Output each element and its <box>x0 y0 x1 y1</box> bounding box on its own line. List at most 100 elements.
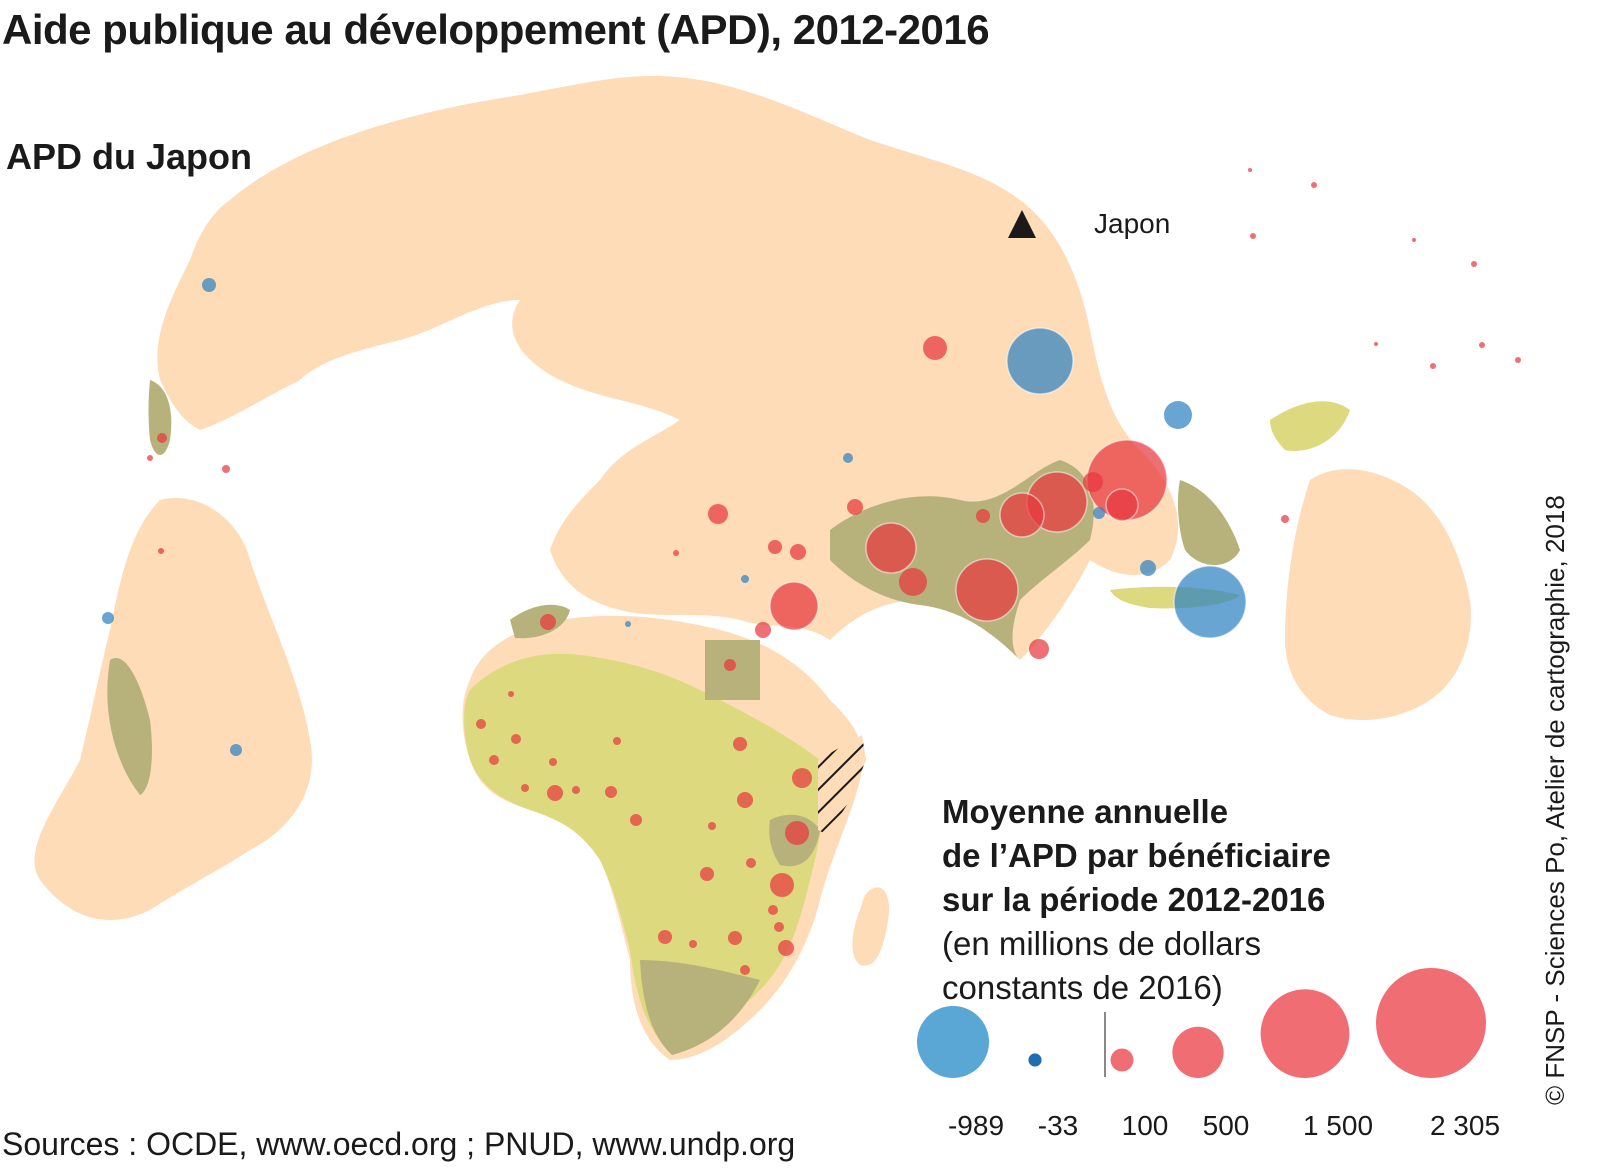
aid-bubble-16 <box>755 622 771 638</box>
recipient-regions <box>107 380 1350 1055</box>
madagascar <box>852 887 890 966</box>
aid-bubble-34 <box>737 792 753 808</box>
aid-bubble-50 <box>613 737 621 745</box>
aid-bubble-62 <box>1479 342 1485 348</box>
aid-bubble-39 <box>700 867 714 881</box>
africa-recipients <box>464 653 825 1050</box>
hatched-zone <box>818 735 866 835</box>
aid-bubble-47 <box>521 784 529 792</box>
legend-value-5: 2 305 <box>1429 1110 1501 1141</box>
aid-bubble-60 <box>508 691 514 697</box>
aid-bubble-68 <box>1250 233 1256 239</box>
aid-bubble-31 <box>785 821 809 845</box>
aid-bubble-33 <box>792 768 812 788</box>
aid-bubble-14 <box>768 540 782 554</box>
legend-circle-0 <box>916 1005 990 1078</box>
credit-note: © FNSP - Sciences Po, Atelier de cartogr… <box>1540 495 1570 1105</box>
aid-bubble-40 <box>658 930 672 944</box>
aid-bubble-48 <box>549 758 557 766</box>
legend-title-line-1: Moyenne annuelle <box>942 793 1229 830</box>
aid-bubble-4 <box>1083 472 1103 492</box>
legend-value-3: 500 <box>1202 1110 1250 1141</box>
donor-label: Japon <box>1094 208 1171 239</box>
aid-bubble-20 <box>1006 327 1074 395</box>
japan-donor-marker <box>1008 210 1036 238</box>
aid-bubble-56 <box>157 433 167 443</box>
legend-circle-3 <box>1172 1026 1224 1078</box>
legend-title: Moyenne annuelle de l’APD par bénéficiai… <box>942 790 1331 1010</box>
sources-note: Sources : OCDE, www.oecd.org ; PNUD, www… <box>2 1126 796 1162</box>
legend-value-0: -989 <box>947 1110 1005 1141</box>
aid-bubble-17 <box>540 614 556 630</box>
page-title: Aide publique au développement (APD), 20… <box>2 6 990 53</box>
aid-bubble-38 <box>728 931 742 945</box>
aid-bubble-8 <box>769 581 819 631</box>
aid-bubble-18 <box>724 659 736 671</box>
aid-bubble-2 <box>999 492 1045 538</box>
south-africa-region <box>640 960 760 1055</box>
aid-bubble-10 <box>923 336 947 360</box>
aid-bubble-21 <box>1173 565 1247 639</box>
aid-bubble-51 <box>708 822 716 830</box>
aid-bubble-44 <box>511 734 521 744</box>
aid-bubble-63 <box>1515 357 1521 363</box>
aid-bubble-55 <box>768 905 778 915</box>
legend-circle-2 <box>1110 1048 1134 1072</box>
aid-bubble-52 <box>746 858 756 868</box>
aid-bubble-53 <box>740 965 750 975</box>
aid-bubble-57 <box>222 465 230 473</box>
aid-bubble-66 <box>1412 238 1416 242</box>
aid-bubble-28 <box>843 453 853 463</box>
legend-title-line-3: sur la période 2012-2016 <box>942 881 1326 918</box>
aid-bubble-36 <box>778 940 794 956</box>
aid-bubble-30 <box>625 621 631 627</box>
papua-region <box>1270 401 1350 451</box>
aid-bubble-9 <box>976 509 990 523</box>
aid-bubble-58 <box>147 455 153 461</box>
aid-bubble-35 <box>733 737 747 751</box>
aid-bubble-19 <box>673 550 679 556</box>
aid-bubble-59 <box>158 548 164 554</box>
aid-bubble-11 <box>708 504 728 524</box>
legend-circle-4 <box>1260 989 1350 1078</box>
australia <box>1285 469 1471 720</box>
aid-bubble-70 <box>1374 342 1378 346</box>
aid-bubble-26 <box>102 612 114 624</box>
aid-bubble-15 <box>790 544 806 560</box>
aid-bubble-42 <box>605 786 617 798</box>
aid-bubble-27 <box>230 744 242 756</box>
legend-note-line-2: constants de 2016) <box>942 969 1223 1006</box>
south-america <box>34 498 312 920</box>
legend-value-4: 1 500 <box>1302 1110 1374 1141</box>
aid-bubble-61 <box>1281 515 1289 523</box>
legend-title-line-2: de l’APD par bénéficiaire <box>942 837 1331 874</box>
aid-bubble-24 <box>1093 507 1105 519</box>
map-subtitle: APD du Japon <box>6 136 253 177</box>
aid-bubble-54 <box>689 940 697 948</box>
aid-bubble-43 <box>547 785 563 801</box>
maghreb-region <box>510 604 570 639</box>
andes-region <box>107 658 152 795</box>
aid-bubble-37 <box>774 922 784 932</box>
aid-bubble-41 <box>630 814 642 826</box>
legend-circle-5 <box>1376 968 1486 1078</box>
aid-bubble-32 <box>770 873 794 897</box>
aid-bubble-67 <box>1311 182 1317 188</box>
aid-bubble-3 <box>1105 488 1139 522</box>
southeast-asia-region <box>1177 480 1240 565</box>
legend-value-2: 100 <box>1121 1110 1169 1141</box>
legend-circle-1 <box>1028 1053 1042 1067</box>
aid-bubble-6 <box>865 522 917 574</box>
legend-circles <box>916 968 1486 1078</box>
aid-bubble-25 <box>202 278 216 292</box>
aid-bubble-13 <box>1029 639 1049 659</box>
aid-bubble-22 <box>1164 401 1192 429</box>
legend-note-line-1: (en millions de dollars <box>942 925 1262 962</box>
aid-bubble-5 <box>955 558 1019 622</box>
aid-bubble-65 <box>1471 261 1477 267</box>
legend-value-1: -33 <box>1037 1110 1079 1141</box>
aid-bubble-69 <box>1248 168 1252 172</box>
aid-bubble-12 <box>847 499 863 515</box>
